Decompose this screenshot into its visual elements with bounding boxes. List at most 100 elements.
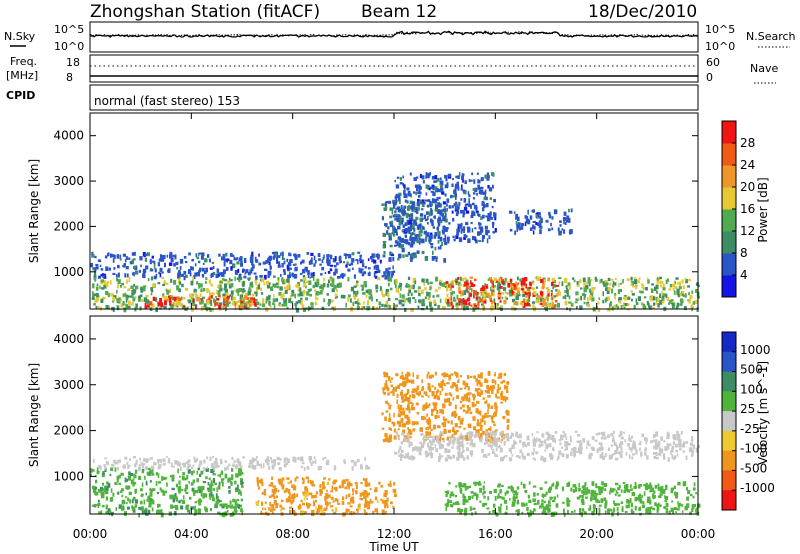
- heatmap-cell: [431, 412, 434, 417]
- heatmap-cell: [116, 298, 120, 302]
- heatmap-cell: [144, 508, 148, 514]
- heatmap-cell: [367, 506, 371, 510]
- heatmap-cell: [483, 296, 486, 301]
- heatmap-cell: [685, 279, 688, 284]
- heatmap-cell: [457, 380, 460, 383]
- heatmap-cell: [576, 283, 580, 287]
- heatmap-cell: [359, 269, 363, 274]
- heatmap-cell: [692, 487, 696, 491]
- heatmap-cell: [134, 504, 137, 508]
- heatmap-cell: [418, 224, 422, 229]
- heatmap-cell: [95, 504, 98, 507]
- heatmap-cell: [365, 497, 367, 501]
- heatmap-cell: [427, 395, 430, 398]
- heatmap-cell: [427, 442, 430, 448]
- heatmap-cell: [96, 266, 99, 270]
- heatmap-cell: [428, 439, 432, 444]
- heatmap-cell: [682, 441, 686, 445]
- heatmap-cell: [397, 257, 400, 261]
- heatmap-cell: [664, 495, 666, 499]
- heatmap-cell: [91, 485, 96, 490]
- heatmap-cell: [241, 297, 244, 301]
- heatmap-cell: [200, 486, 203, 492]
- heatmap-cell: [446, 382, 450, 385]
- heatmap-cell: [659, 504, 662, 508]
- heatmap-cell: [480, 418, 484, 423]
- heatmap-cell: [496, 305, 499, 310]
- heatmap-cell: [134, 481, 137, 485]
- heatmap-cell: [468, 485, 471, 489]
- heatmap-cell: [503, 441, 506, 446]
- heatmap-cell: [240, 469, 243, 474]
- heatmap-cell: [97, 502, 101, 507]
- heatmap-cell: [408, 443, 411, 448]
- heatmap-cell: [218, 253, 221, 257]
- heatmap-cell: [604, 298, 607, 303]
- heatmap-cell: [365, 491, 368, 494]
- heatmap-cell: [520, 288, 524, 291]
- heatmap-cell: [149, 471, 151, 476]
- heatmap-cell: [450, 373, 454, 376]
- heatmap-cell: [284, 302, 288, 307]
- heatmap-cell: [166, 290, 170, 295]
- heatmap-cell: [236, 261, 240, 265]
- heatmap-cell: [473, 304, 477, 307]
- heatmap-cell: [191, 470, 194, 476]
- heatmap-cell: [196, 272, 201, 277]
- heatmap-cell: [149, 301, 153, 306]
- heatmap-cell: [599, 454, 603, 459]
- heatmap-cell: [172, 296, 175, 301]
- heatmap-cell: [541, 504, 543, 509]
- heatmap-cell: [147, 495, 151, 501]
- heatmap-cell: [642, 285, 645, 290]
- heatmap-cell: [421, 175, 425, 180]
- heatmap-cell: [373, 265, 376, 270]
- heatmap-cell: [403, 239, 407, 244]
- heatmap-cell: [429, 451, 432, 456]
- heatmap-cell: [459, 484, 463, 488]
- heatmap-cell: [572, 484, 576, 488]
- heatmap-cell: [364, 266, 367, 269]
- heatmap-cell: [471, 228, 474, 233]
- heatmap-cell: [586, 489, 591, 494]
- heatmap-cell: [421, 278, 425, 283]
- heatmap-cell: [105, 266, 109, 271]
- heatmap-cell: [469, 375, 473, 378]
- heatmap-cell: [243, 275, 247, 279]
- heatmap-cell: [681, 510, 684, 513]
- heatmap-cell: [574, 301, 578, 304]
- heatmap-cell: [452, 382, 456, 387]
- heatmap-cell: [131, 259, 135, 265]
- heatmap-cell: [99, 465, 102, 471]
- heatmap-cell: [501, 296, 504, 300]
- heatmap-cell: [562, 508, 565, 514]
- heatmap-cell: [504, 277, 507, 282]
- heatmap-cell: [643, 296, 647, 299]
- heatmap-cell: [634, 481, 637, 486]
- heatmap-cell: [352, 301, 355, 307]
- heatmap-cell: [517, 282, 520, 285]
- heatmap-cell: [426, 452, 430, 457]
- heatmap-cell: [489, 386, 494, 391]
- heatmap-cell: [383, 391, 386, 395]
- heatmap-cell: [478, 190, 482, 193]
- heatmap-cell: [408, 204, 410, 209]
- heatmap-cell: [134, 488, 138, 493]
- heatmap-cell: [404, 308, 407, 312]
- heatmap-cell: [103, 487, 107, 493]
- heatmap-cell: [389, 480, 392, 483]
- heatmap-cell: [202, 481, 207, 484]
- heatmap-cell: [626, 278, 630, 282]
- heatmap-cell: [624, 439, 627, 443]
- heatmap-cell: [623, 302, 625, 306]
- heatmap-cell: [181, 488, 184, 492]
- heatmap-cell: [495, 429, 498, 432]
- heatmap-cell: [94, 276, 97, 282]
- heatmap-cell: [574, 509, 576, 513]
- heatmap-cell: [646, 498, 650, 504]
- heatmap-cell: [169, 252, 173, 256]
- heatmap-cell: [292, 510, 296, 514]
- heatmap-cell: [199, 283, 203, 288]
- heatmap-cell: [633, 304, 636, 309]
- heatmap-cell: [218, 294, 221, 298]
